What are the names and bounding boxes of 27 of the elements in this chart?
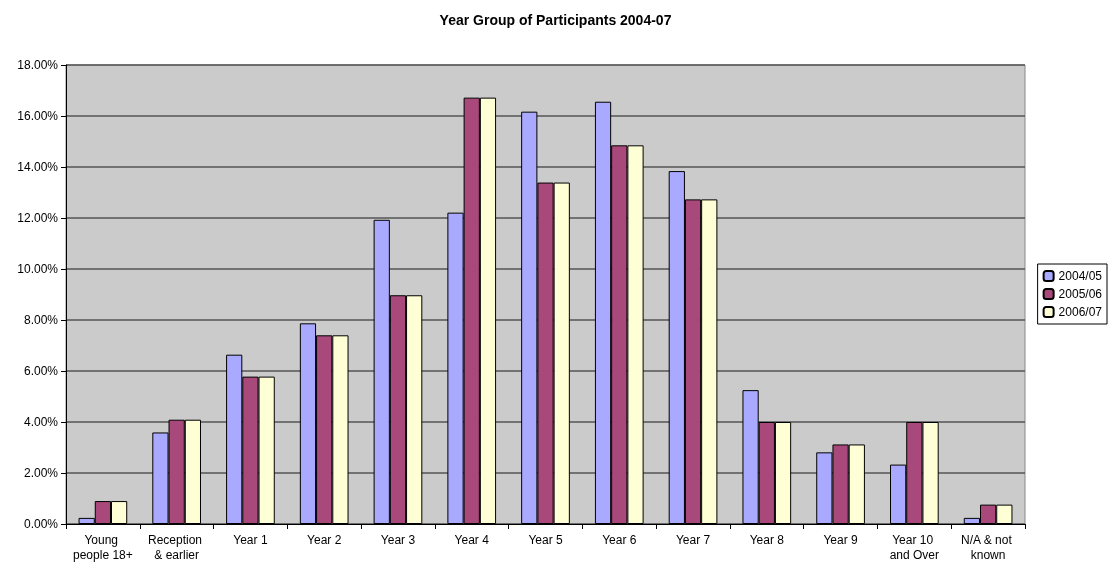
x-tick-label: N/A & not known (961, 532, 1016, 562)
chart-title: Year Group of Participants 2004-07 (439, 12, 672, 28)
x-tick-label: Year 2 (307, 532, 342, 547)
legend-label: 2004/05 (1058, 269, 1103, 283)
y-tick-label: 12.00% (17, 211, 59, 225)
y-tick-label: 2.00% (23, 466, 59, 480)
x-tick-label: Year 8 (749, 532, 785, 547)
x-tick-label: Year 9 (823, 532, 859, 547)
x-tick-label: Year 3 (380, 532, 416, 547)
y-tick-label: 0.00% (23, 517, 59, 531)
y-tick-label: 10.00% (17, 262, 59, 276)
x-tick-label: Young people 18+ (73, 532, 133, 562)
y-tick-label: 8.00% (23, 313, 59, 327)
y-tick-label: 18.00% (17, 58, 59, 72)
legend-label: 2006/07 (1058, 305, 1103, 319)
x-tick-label: Year 10 and Over (889, 532, 940, 562)
y-tick-label: 6.00% (23, 364, 59, 378)
x-tick-label: Year 6 (602, 532, 637, 547)
x-tick-label: Year 5 (528, 532, 563, 547)
legend-label: 2005/06 (1058, 287, 1103, 301)
x-tick-label: Reception & earlier (147, 532, 206, 562)
y-tick-label: 14.00% (17, 160, 59, 174)
x-tick-label: Year 7 (675, 532, 711, 547)
x-tick-label: Year 1 (233, 532, 268, 547)
y-tick-label: 16.00% (17, 109, 59, 123)
y-tick-label: 4.00% (23, 415, 59, 429)
x-tick-label: Year 4 (454, 532, 490, 547)
